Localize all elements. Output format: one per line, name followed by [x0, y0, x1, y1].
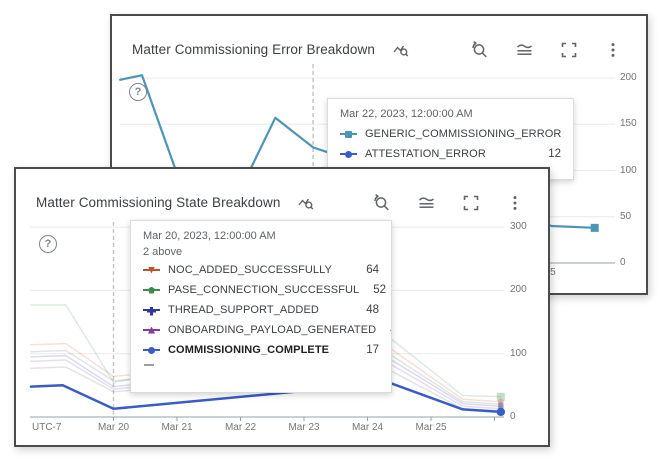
tooltip-timestamp: Mar 20, 2023, 12:00:00 AM: [143, 230, 276, 242]
tooltip-series-label: ATTESTATION_ERROR: [365, 148, 486, 160]
y-tick-label: 300: [510, 221, 527, 233]
x-tick-label: Mar 20: [97, 422, 130, 433]
tooltip-series-row: ATTESTATION_ERROR 12: [340, 144, 561, 164]
tooltip-above-note: 2 above: [143, 246, 183, 258]
help-icon[interactable]: ?: [39, 235, 57, 253]
y-tick-label: 200: [620, 72, 637, 83]
y-tick-label: 100: [510, 347, 527, 359]
tooltip-series-row: GENERIC_COMMISSIONING_ERROR125: [340, 124, 561, 144]
tooltip-series-label: NOC_ADDED_SUCCESSFULLY: [168, 264, 332, 276]
x-tick-label: Mar 24: [351, 422, 384, 433]
y-tick-label: 0: [620, 257, 626, 268]
tooltip-series-label: GENERIC_COMMISSIONING_ERROR: [365, 128, 562, 140]
x-axis-timezone-label: UTC-7: [32, 422, 62, 433]
tooltip-series-value: 64: [366, 264, 379, 276]
chart-toolbar: [470, 40, 622, 59]
tooltip-series-label: PASE_CONNECTION_SUCCESSFUL: [168, 284, 360, 296]
plus-marker-icon: [143, 306, 160, 316]
chart-title: Matter Commissioning Error Breakdown: [132, 42, 375, 57]
hover-tooltip: Mar 22, 2023, 12:00:00 AM GENERIC_COMMIS…: [327, 98, 574, 180]
chart-header: Matter Commissioning State Breakdown: [36, 193, 532, 212]
tooltip-series-row: PASE_CONNECTION_SUCCESSFUL 52: [143, 280, 386, 300]
triangle-up-marker-icon: [143, 326, 160, 335]
more-options-icon[interactable]: [506, 194, 524, 212]
x-tick-label: Mar 21: [161, 422, 193, 433]
tooltip-series-value: 125: [561, 128, 573, 140]
pentagon-marker-icon: [143, 286, 160, 295]
zoom-reset-icon[interactable]: [470, 40, 489, 59]
tooltip-series-row: COMMISSIONING_COMPLETE 17: [143, 340, 379, 360]
tooltip-series-value: 44: [376, 324, 391, 336]
fullscreen-icon[interactable]: [462, 194, 480, 212]
zoom-reset-icon[interactable]: [372, 193, 391, 212]
tooltip-timestamp: Mar 22, 2023, 12:00:00 AM: [340, 108, 473, 120]
more-options-icon[interactable]: [604, 41, 622, 59]
square-marker-icon: [340, 130, 357, 139]
tooltip-series-value: 52: [373, 284, 387, 296]
tooltip-series-label: ONBOARDING_PAYLOAD_GENERATED: [168, 324, 377, 336]
tooltip-series-label: THREAD_SUPPORT_ADDED: [168, 304, 319, 316]
y-tick-label: 50: [620, 210, 632, 222]
chart-title: Matter Commissioning State Breakdown: [36, 195, 281, 210]
x-tick-label: Mar 22: [224, 422, 257, 433]
chart-toolbar: [372, 193, 524, 212]
help-icon[interactable]: ?: [129, 83, 147, 101]
tooltip-truncated-row-dash: [144, 364, 154, 366]
tooltip-series-row: NOC_ADDED_SUCCESSFULLY 64: [143, 260, 379, 280]
explore-icon: [298, 195, 314, 211]
x-tick-label: Mar 25: [415, 422, 447, 433]
chart-header: Matter Commissioning Error Breakdown: [132, 40, 630, 59]
triangle-down-marker-icon: [143, 266, 160, 275]
tooltip-series-value: 12: [548, 148, 561, 160]
levels-icon[interactable]: [417, 193, 436, 212]
y-tick-label: 150: [620, 118, 637, 130]
y-tick-label: 200: [510, 284, 527, 296]
chart-card-state-breakdown: Matter Commissioning State Breakdown: [14, 167, 550, 447]
tooltip-series-label: COMMISSIONING_COMPLETE: [168, 344, 330, 356]
fullscreen-icon[interactable]: [560, 41, 578, 59]
explore-icon: [393, 42, 409, 58]
tooltip-series-row: THREAD_SUPPORT_ADDED 48: [143, 300, 379, 320]
tooltip-series-value: 48: [366, 304, 379, 316]
tooltip-series-row: ONBOARDING_PAYLOAD_GENERATED44: [143, 320, 391, 340]
circle-marker-icon: [340, 150, 357, 159]
y-tick-label: 0: [510, 411, 516, 422]
tooltip-series-value: 17: [366, 344, 379, 356]
hover-tooltip: Mar 20, 2023, 12:00:00 AM 2 above NOC_AD…: [130, 220, 392, 393]
circle-marker-icon: [143, 346, 160, 355]
x-tick-label: Mar 23: [288, 422, 320, 433]
levels-icon[interactable]: [515, 40, 534, 59]
y-tick-label: 100: [620, 164, 637, 176]
